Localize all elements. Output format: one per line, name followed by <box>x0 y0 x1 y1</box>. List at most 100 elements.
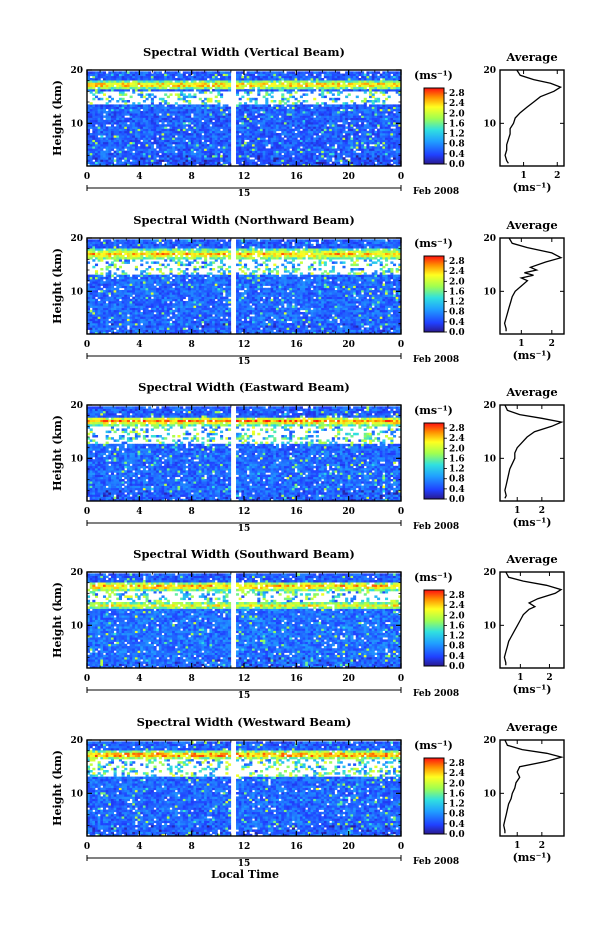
heatmap-cell <box>175 122 178 125</box>
heatmap-cell <box>95 153 98 156</box>
heatmap-cell <box>396 109 399 112</box>
heatmap-cell <box>127 155 130 158</box>
heatmap-cell <box>388 142 391 145</box>
heatmap-cell <box>114 80 117 83</box>
heatmap-cell <box>329 133 332 136</box>
heatmap-cell <box>177 82 180 85</box>
heatmap-cell <box>316 76 319 79</box>
heatmap-cell <box>374 323 377 326</box>
heatmap-cell <box>223 74 226 77</box>
heatmap-cell <box>377 323 380 326</box>
heatmap-cell <box>103 162 106 165</box>
heatmap-cell <box>100 115 103 118</box>
heatmap-cell <box>193 93 196 96</box>
heatmap-cell <box>239 113 242 116</box>
heatmap-cell <box>103 85 106 88</box>
heatmap-cell <box>162 122 165 125</box>
heatmap-cell <box>297 74 300 77</box>
heatmap-cell <box>122 131 125 134</box>
heatmap-cell <box>188 146 191 149</box>
heatmap-cell <box>92 109 95 112</box>
heatmap-cell <box>124 325 127 328</box>
heatmap-cell <box>225 131 228 134</box>
heatmap-cell <box>154 157 157 160</box>
heatmap-cell <box>316 111 319 114</box>
heatmap-cell <box>308 159 311 162</box>
average-profile-line <box>505 70 560 163</box>
heatmap-cell <box>305 100 308 103</box>
heatmap-cell <box>252 135 255 138</box>
heatmap-cell <box>305 80 308 83</box>
heatmap-cell <box>377 153 380 156</box>
heatmap-cell <box>122 120 125 123</box>
heatmap-cell <box>127 80 130 83</box>
heatmap-cell <box>193 137 196 140</box>
heatmap-cell <box>382 120 385 123</box>
heatmap-cell <box>223 142 226 145</box>
heatmap-cell <box>324 131 327 134</box>
heatmap-cell <box>361 323 364 326</box>
heatmap-cell <box>111 111 114 114</box>
heatmap-cell <box>366 157 369 160</box>
heatmap-cell <box>209 153 212 156</box>
heatmap-cell <box>257 131 260 134</box>
heatmap-cell <box>356 140 359 143</box>
heatmap-cell <box>223 89 226 92</box>
heatmap-cell <box>364 85 367 88</box>
heatmap-cell <box>159 142 162 145</box>
heatmap-cell <box>390 80 393 83</box>
heatmap-cell <box>207 137 210 140</box>
heatmap-cell <box>209 80 212 83</box>
heatmap-cell <box>159 71 162 74</box>
heatmap-cell <box>353 142 356 145</box>
heatmap-cell <box>356 76 359 79</box>
heatmap-cell <box>164 78 167 81</box>
heatmap-cell <box>183 155 186 158</box>
heatmap-cell <box>124 118 127 121</box>
heatmap-cell <box>201 126 204 128</box>
heatmap-cell <box>106 111 109 114</box>
heatmap-cell <box>289 74 292 77</box>
heatmap-cell <box>95 140 98 143</box>
heatmap-cell <box>201 82 204 85</box>
heatmap-cell <box>100 157 103 160</box>
heatmap-cell <box>177 148 180 151</box>
heatmap-cell <box>154 89 157 92</box>
heatmap-cell <box>244 85 247 88</box>
heatmap-cell <box>321 93 324 96</box>
heatmap-cell <box>138 135 141 138</box>
heatmap-cell <box>287 115 290 118</box>
heatmap-cell <box>148 131 151 134</box>
heatmap-cell <box>185 135 188 138</box>
heatmap-cell <box>247 159 250 162</box>
heatmap-cell <box>276 151 279 154</box>
heatmap-cell <box>303 100 306 103</box>
heatmap-cell <box>172 157 175 160</box>
heatmap-cell <box>350 109 353 112</box>
heatmap-cell <box>257 155 260 158</box>
heatmap-cell <box>382 122 385 125</box>
heatmap-cell <box>167 133 170 136</box>
heatmap-cell <box>372 330 375 333</box>
heatmap-cell <box>172 124 175 127</box>
heatmap-cell <box>281 131 284 134</box>
heatmap-cell <box>332 122 335 125</box>
heatmap-cell <box>305 118 308 121</box>
heatmap-cell <box>111 146 114 149</box>
heatmap-cell <box>239 142 242 145</box>
heatmap-cell <box>273 159 276 162</box>
heatmap-cell <box>329 74 332 77</box>
heatmap-cell <box>156 325 159 328</box>
heatmap-cell <box>324 102 327 105</box>
heatmap-cell <box>396 144 399 147</box>
heatmap-cell <box>215 142 218 145</box>
heatmap-cell <box>156 118 159 121</box>
heatmap-cell <box>167 71 170 74</box>
heatmap-cell <box>236 162 239 165</box>
heatmap-cell <box>284 85 287 88</box>
heatmap-cell <box>106 157 109 160</box>
heatmap-cell <box>319 115 322 118</box>
heatmap-cell <box>228 327 231 330</box>
heatmap-cell <box>90 120 93 123</box>
heatmap-cell <box>337 133 340 136</box>
